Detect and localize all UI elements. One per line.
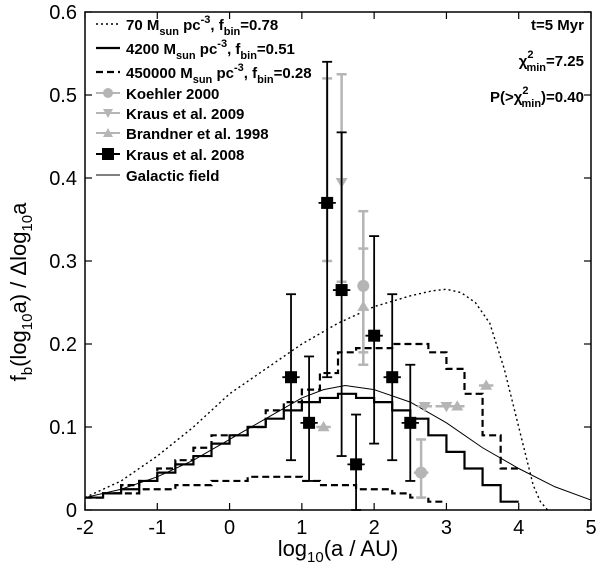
axis-ticks: -2 -1 0 1 2 3 4 5 0 0.1 0.2 0.3 0.4 0.5 0.6 <box>49 2 596 539</box>
kraus2008-point <box>285 371 298 384</box>
y-tick-label: 0.2 <box>49 334 77 356</box>
series-line-4 <box>84 384 592 501</box>
legend-entry-70: 70 Msun pc-3, fbin=0.78 <box>126 14 278 38</box>
legend-entry-brandner: Brandner et al. 1998 <box>126 126 269 143</box>
legend-marker-square <box>102 148 114 160</box>
legend-entry-kraus2008: Kraus et al. 2008 <box>126 147 244 164</box>
brandner-point <box>317 421 330 432</box>
x-tick-label: 3 <box>441 517 452 539</box>
x-tick-label: 2 <box>369 517 380 539</box>
legend-entry-koehler: Koehler 2000 <box>126 86 219 103</box>
kraus2008-point <box>303 416 316 429</box>
legend-samples <box>96 23 120 176</box>
model-curves <box>84 288 592 511</box>
series-line-3 <box>85 475 447 503</box>
kraus2008-point <box>386 371 399 384</box>
legend-marker-circle <box>103 88 113 98</box>
koehler-point <box>415 466 428 479</box>
x-tick-label: 0 <box>224 517 235 539</box>
brandner-point <box>480 379 493 390</box>
y-tick-label: 0.5 <box>49 85 77 107</box>
kraus2008-point <box>404 416 417 429</box>
legend-marker-tri-down <box>103 109 113 118</box>
y-tick-label: 0.1 <box>49 417 77 439</box>
y-tick-label: 0 <box>66 500 77 522</box>
x-tick-label: 4 <box>513 517 524 539</box>
kraus2008-point <box>321 196 334 209</box>
y-tick-label: 0.4 <box>49 168 77 190</box>
observation-points <box>282 60 494 511</box>
legend-entry-4200: 4200 Msun pc-3, fbin=0.51 <box>126 38 295 62</box>
x-tick-label: 5 <box>585 517 596 539</box>
kraus2008-point <box>368 329 381 342</box>
kraus2008-point <box>335 284 348 297</box>
brandner-point <box>451 400 464 411</box>
x-tick-label: 1 <box>296 517 307 539</box>
annotations: t=5 Myr χ2 min=7.25 P(>χ2 min)=0.40 <box>490 17 584 110</box>
kraus2009-point <box>440 402 453 413</box>
y-tick-label: 0.3 <box>49 251 77 273</box>
probability-annotation: P(>χ2 min)=0.40 <box>490 85 584 110</box>
x-axis-label: log10(a / AU) <box>278 536 399 566</box>
chi2-annotation: χ2 min=7.25 <box>519 49 584 74</box>
time-annotation: t=5 Myr <box>531 17 584 34</box>
legend-entry-kraus2009: Kraus et al. 2009 <box>126 106 244 123</box>
legend-marker-tri-up <box>103 128 113 137</box>
legend-entry-450000: 450000 Msun pc-3, fbin=0.28 <box>126 62 312 86</box>
legend-entry-galactic: Galactic field <box>126 168 219 185</box>
y-tick-label: 0.6 <box>49 2 77 24</box>
x-tick-label: -2 <box>76 517 94 539</box>
y-axis-label: fb(log10a) / Δlog10a <box>6 202 36 381</box>
x-tick-label: -1 <box>148 517 166 539</box>
legend: 70 Msun pc-3, fbin=0.78 4200 Msun pc-3, … <box>96 14 312 185</box>
brandner-point <box>357 300 370 311</box>
series-line-1 <box>85 392 519 503</box>
kraus2009-point <box>418 402 431 413</box>
kraus2008-point <box>350 458 363 471</box>
